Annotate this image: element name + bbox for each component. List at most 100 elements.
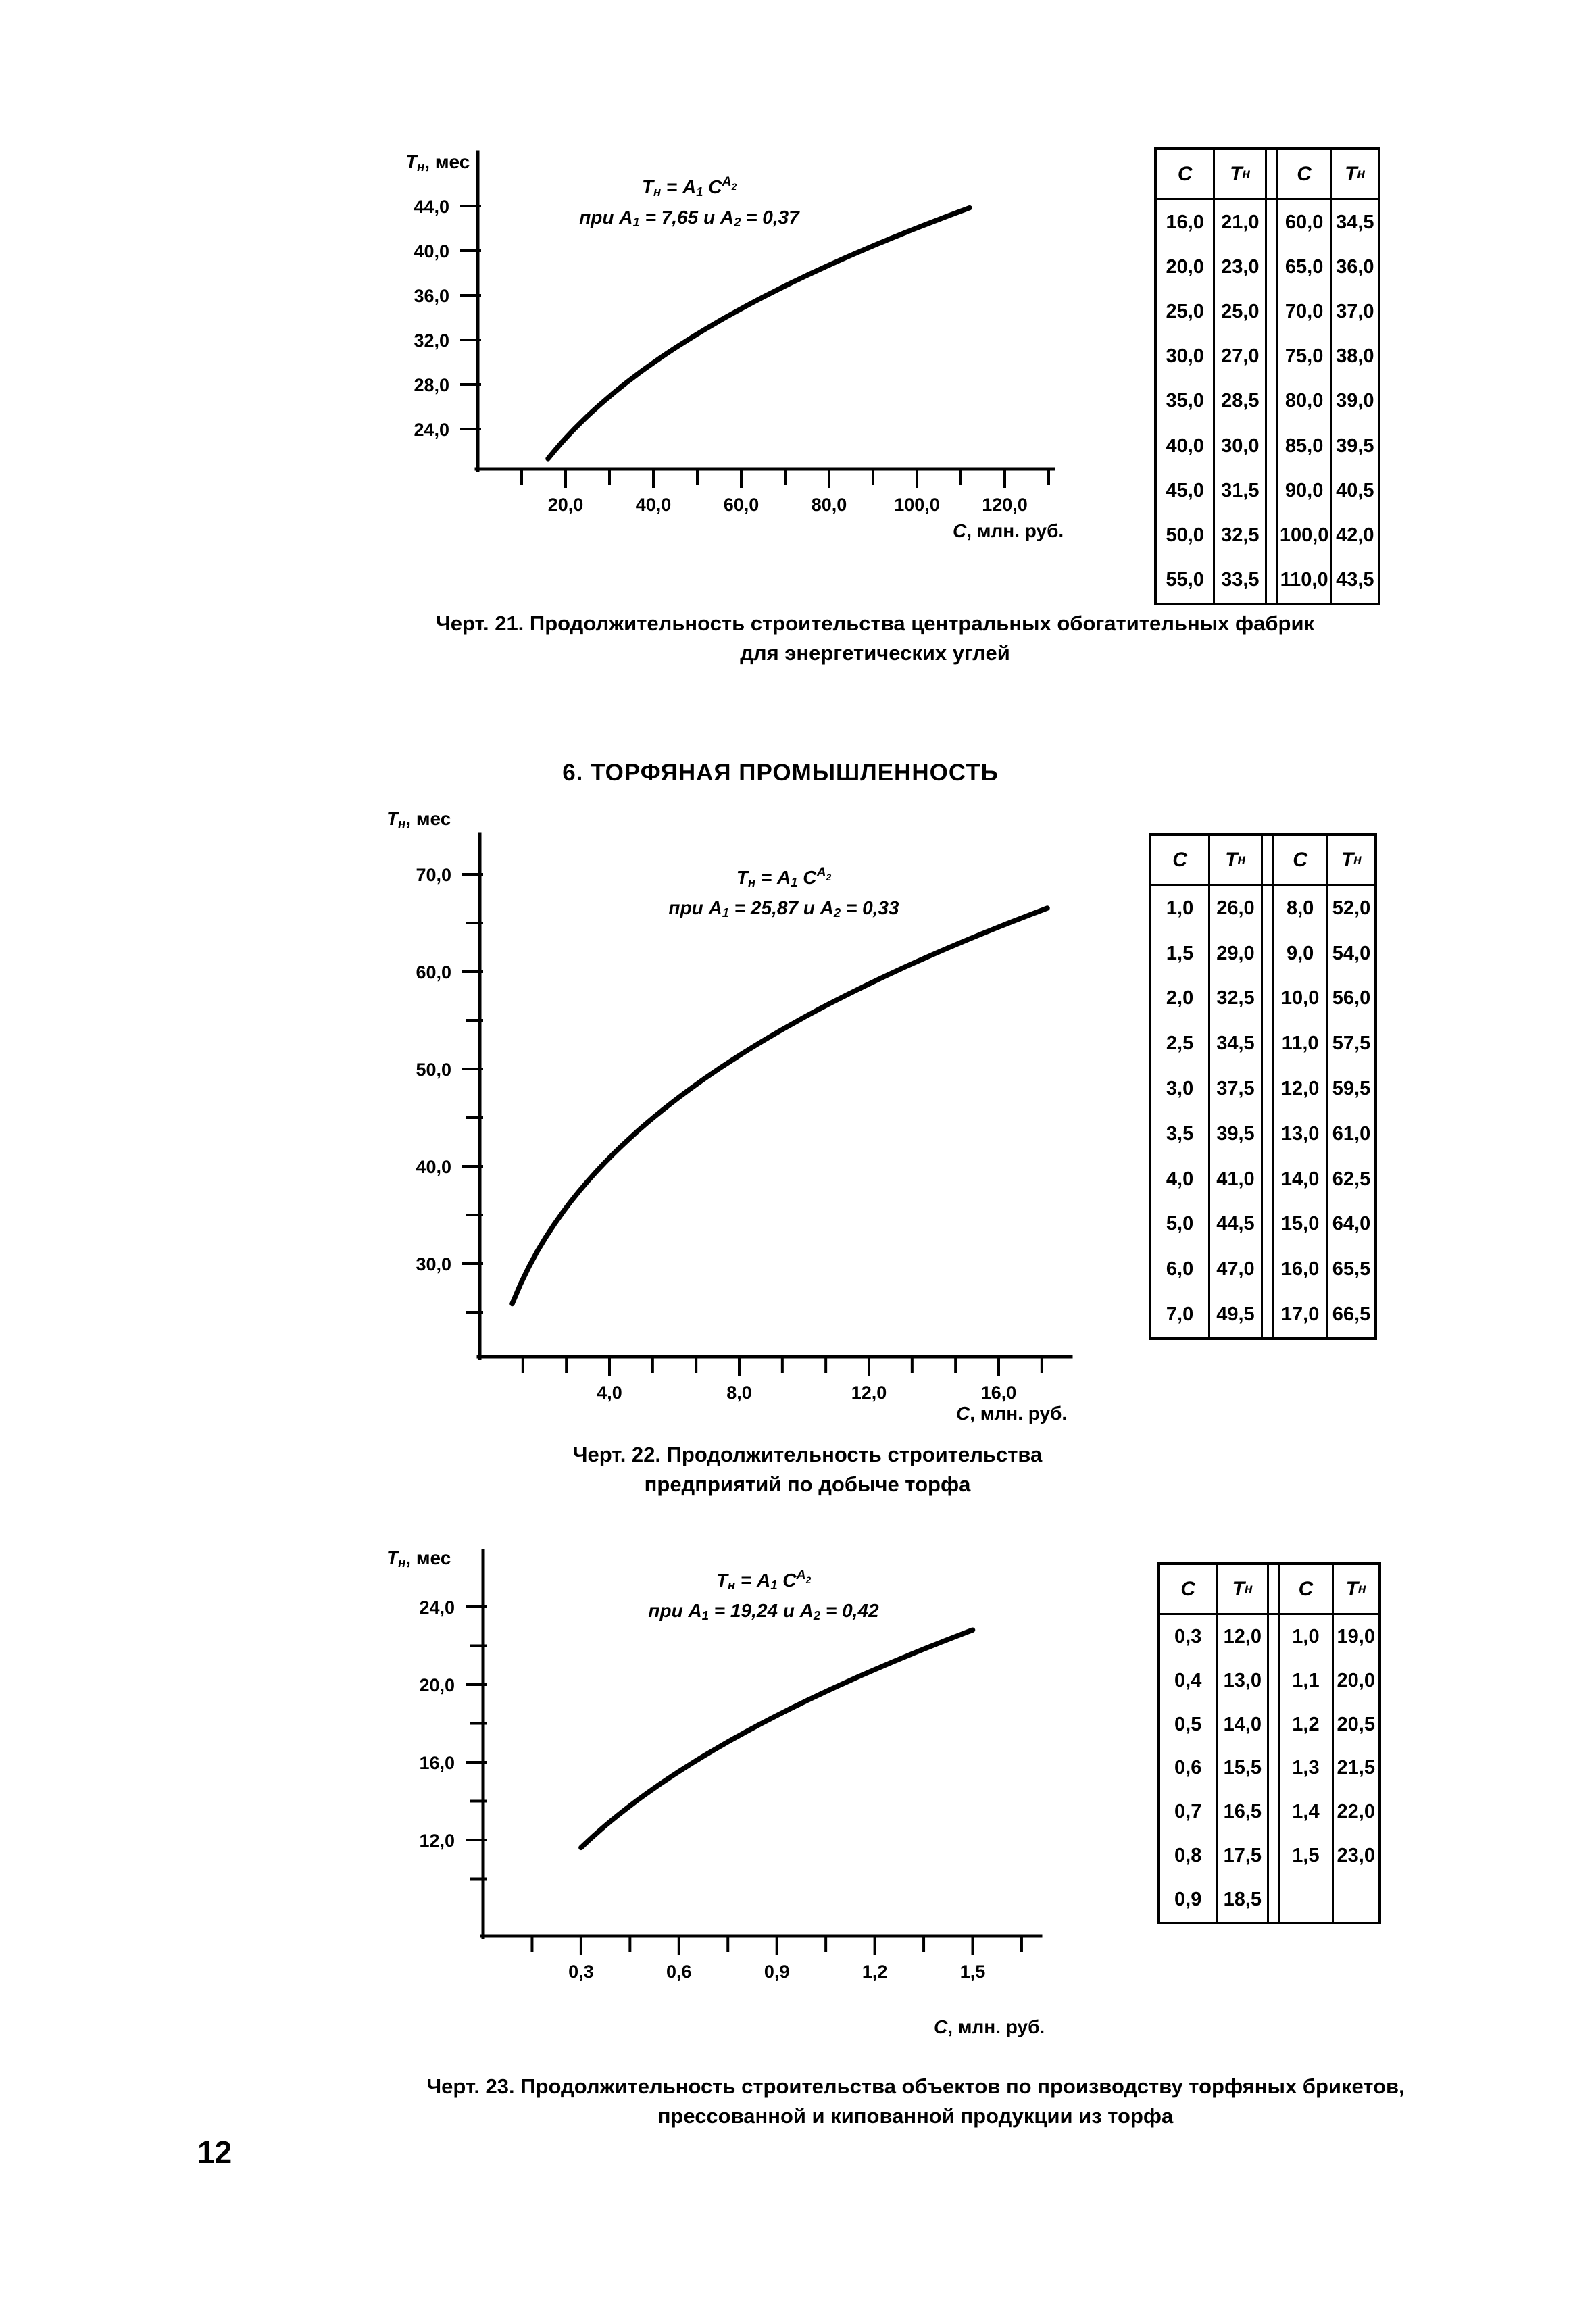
table-cell: 52,0 [1326,886,1374,931]
table-cell: 25,0 [1166,301,1204,323]
table-cell: 57,5 [1326,1021,1374,1067]
text-token: 2 [805,1575,812,1586]
x-tick-label: 60,0 [724,495,759,515]
text-token: = [735,1569,757,1591]
table-cell: 37,5 [1208,1066,1261,1112]
text-token: 1 [722,905,730,920]
x-axis-label: C, млн. руб. [956,1403,1067,1424]
text-token: при [579,206,620,228]
table-cell: 59,5 [1326,1066,1374,1112]
y-tick-label: 24,0 [419,1597,455,1618]
table-cell [1331,1878,1378,1922]
text-token: C [1180,1577,1196,1600]
text-token: н [653,184,662,199]
y-tick-label: 70,0 [416,865,451,885]
table-gap-column [1267,1790,1278,1835]
text-token: C [1293,848,1307,871]
chart-23: 0,3 0,6 0,9 1,2 1,5 24,0 20,0 16,0 12,0 [419,1549,1043,1982]
table-cell: 0,4 [1174,1669,1202,1691]
text-token: при [648,1599,689,1621]
table-gap-column [1260,1021,1272,1067]
x-tick-label: 1,2 [862,1962,888,1982]
text-token: A [796,1568,806,1583]
formula-line: при A1 = 19,24 и A2 = 0,42 [608,1598,919,1628]
caption-line: предприятий по добыче торфа [644,1472,971,1496]
table-gap-column [1265,378,1276,424]
table-cell: 5,0 [1166,1213,1194,1235]
table-cell: 0,8 [1174,1845,1202,1867]
table-header-cell: C [1157,150,1214,200]
text-token: = 0,33 [841,897,899,918]
table-cell: 0,9 [1174,1889,1202,1911]
formula-line: Tн = A1 CA2 [628,860,939,895]
x-tick-label: 80,0 [812,495,847,515]
text-token: C [953,520,967,541]
table-cell: 16,0 [1166,211,1204,233]
text-token: , млн. руб. [966,520,1064,541]
text-token: 2 [734,214,741,229]
x-tick-label: 0,6 [666,1962,692,1982]
x-axis-label: C, млн. руб. [953,520,1064,542]
table-gap-column [1260,930,1272,976]
x-tick-label: 20,0 [548,495,584,515]
text-token: 2 [813,1608,821,1622]
table-cell: 38,0 [1330,334,1378,379]
table-cell: 31,5 [1213,468,1265,514]
text-token: , мес [405,1547,451,1568]
table-cell [1278,1878,1331,1922]
y-tick-label: 32,0 [414,330,449,351]
table-cell: 100,0 [1276,513,1330,558]
table-gap-column [1265,245,1276,290]
y-tick-label: 50,0 [416,1060,451,1080]
table-cell: 3,0 [1166,1078,1194,1100]
text-token: A [722,174,732,189]
text-token: A [816,865,826,880]
formula-21: Tн = A1 CA2 при A1 = 7,65 и A2 = 0,37 [537,169,841,235]
table-cell: 28,5 [1213,378,1265,424]
text-token: н [398,816,406,831]
table-cell: 0,6 [1174,1757,1202,1779]
table-gap-column [1265,513,1276,558]
table-cell: 21,0 [1213,200,1265,245]
caption-line: прессованной и кипованной продукции из т… [657,2104,1174,2128]
table-gap-column [1260,1112,1272,1157]
x-tick-label: 40,0 [636,495,672,515]
table-cell: 23,0 [1213,245,1265,290]
table-cell: 16,5 [1216,1790,1267,1835]
y-tick-label: 16,0 [419,1753,455,1773]
text-token: C [1172,848,1187,871]
formula-line: при A1 = 7,65 и A2 = 0,37 [537,205,841,235]
table-gap-column [1267,1878,1278,1922]
table-cell: 1,0 [1166,897,1194,919]
duration-curve [545,205,972,462]
table-cell: 44,5 [1208,1201,1261,1247]
table-cell: 1,5 [1166,942,1194,964]
text-token: C [1177,162,1193,185]
table-cell: 49,5 [1208,1292,1261,1337]
text-token: T [641,176,653,197]
table-cell: 11,0 [1272,1021,1326,1067]
y-tick-label: 28,0 [414,375,449,395]
table-cell: 35,0 [1166,390,1204,412]
duration-curve [509,905,1050,1307]
y-tick-label: 40,0 [416,1157,451,1177]
text-token: A [799,1599,814,1621]
text-token: н [1353,852,1362,867]
table-gap-column [1265,557,1276,603]
text-token: C [1298,1577,1314,1600]
text-token: 1 [701,1608,709,1622]
formula-22: Tн = A1 CA2 при A1 = 25,87 и A2 = 0,33 [628,860,939,926]
table-cell: 64,0 [1326,1201,1374,1247]
table-cell: 62,5 [1326,1156,1374,1202]
text-token: = 0,42 [820,1599,879,1621]
text-token: C [797,866,817,888]
chart-21: 20,0 40,0 60,0 80,0 100,0 120,0 44,0 40,0 36,0 32… [414,150,1055,515]
table-cell: 16,0 [1272,1247,1326,1293]
table-cell: 65,0 [1276,245,1330,290]
text-token: T [1232,1577,1245,1600]
x-tick-label: 120,0 [982,495,1028,515]
